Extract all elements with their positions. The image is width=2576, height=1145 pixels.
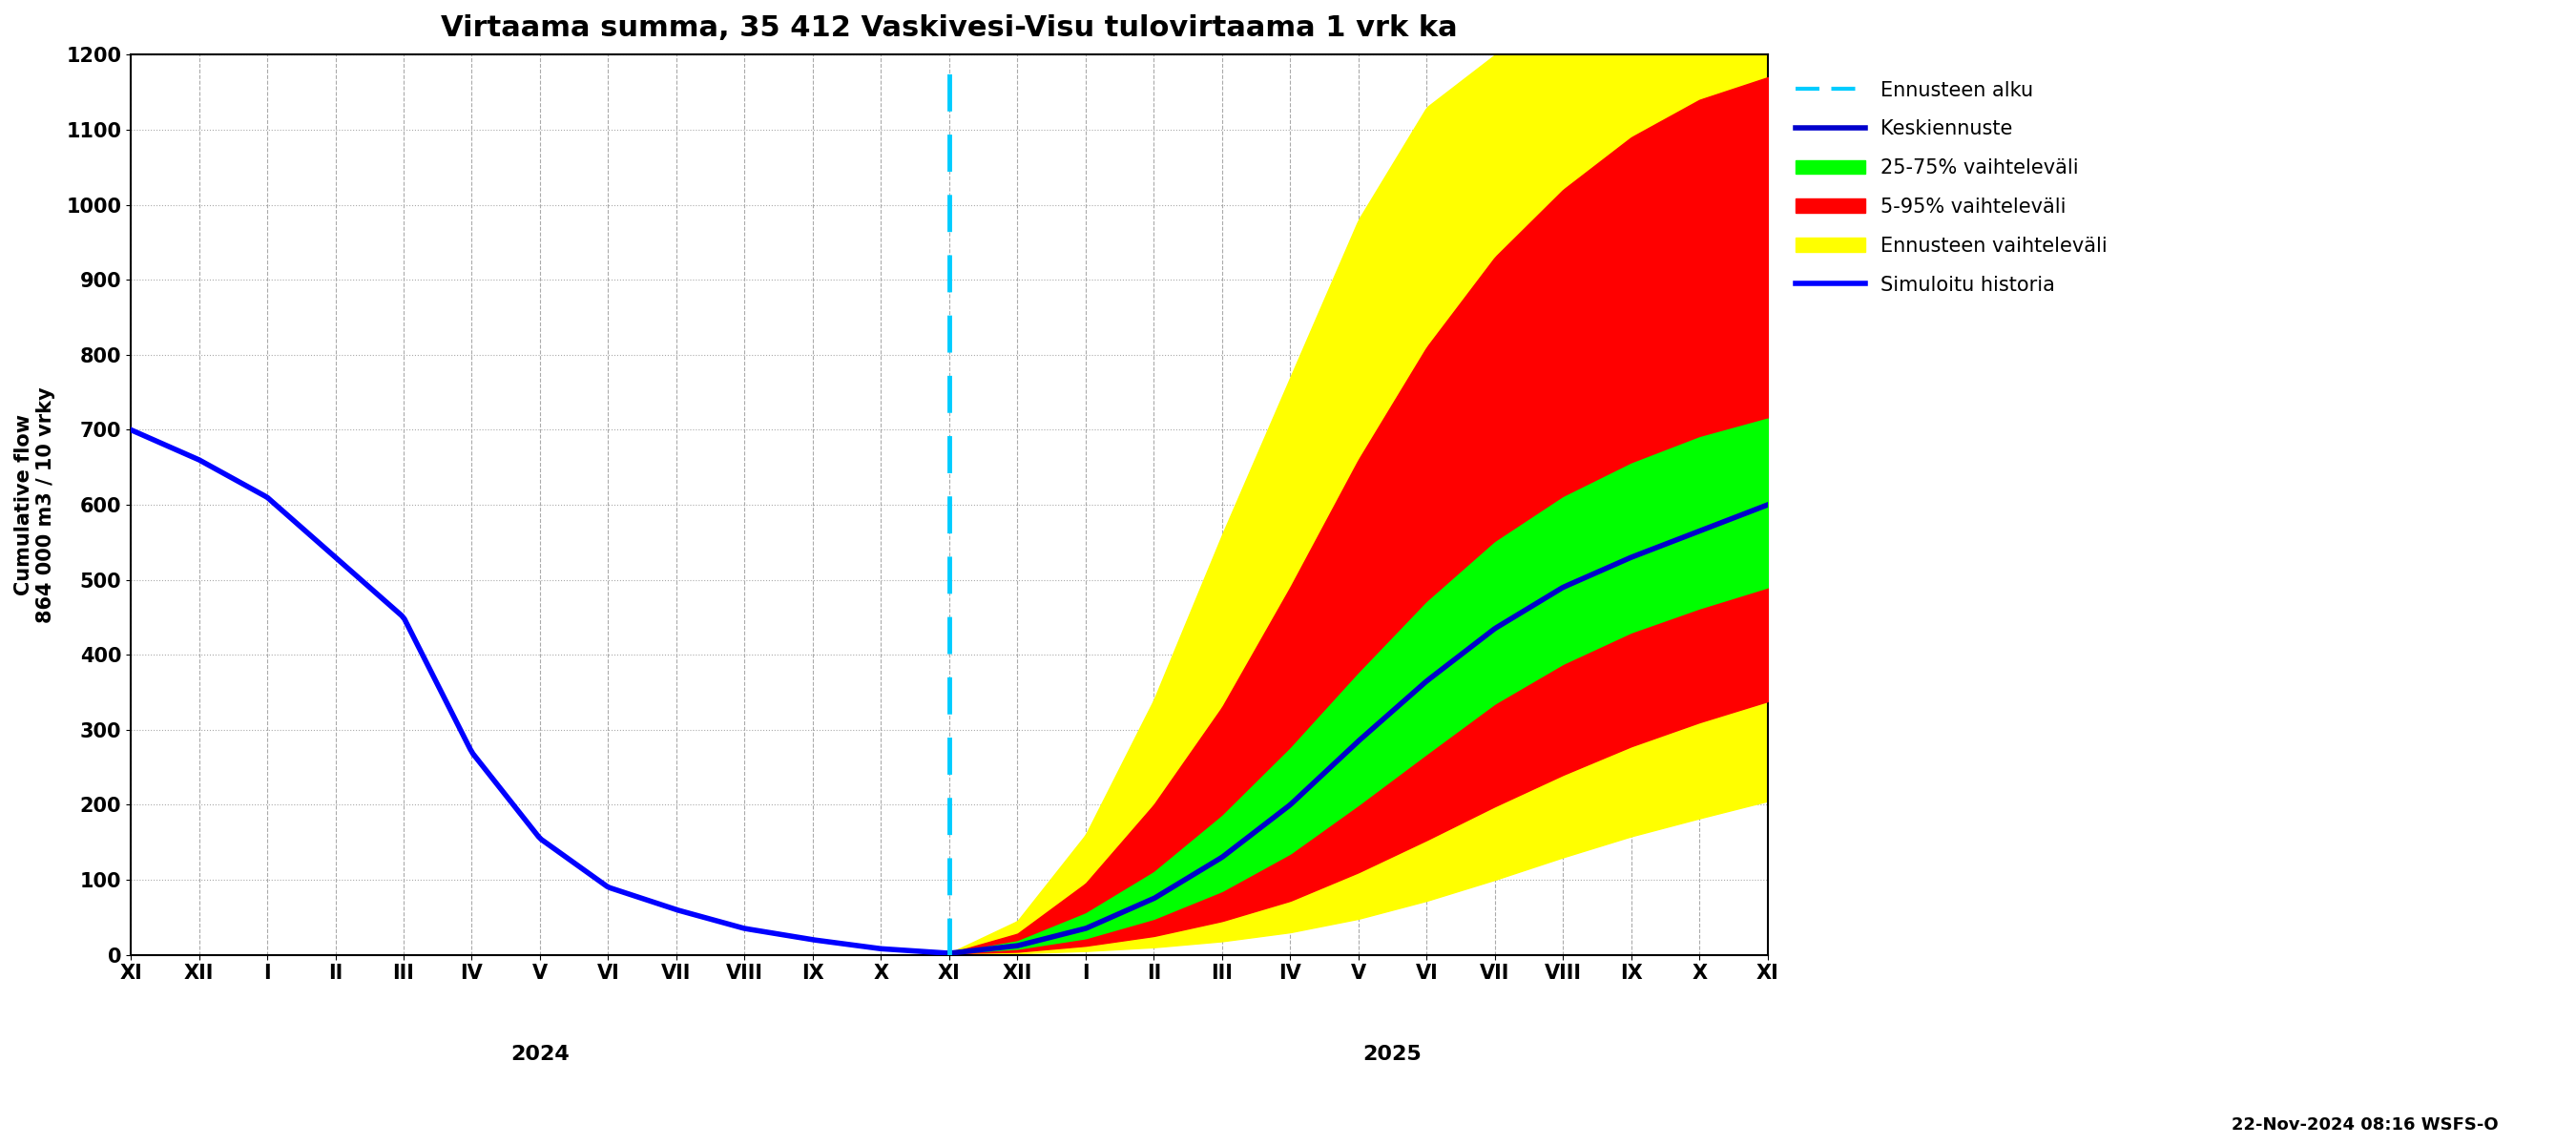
Text: 2025: 2025 bbox=[1363, 1044, 1422, 1064]
Text: 2024: 2024 bbox=[510, 1044, 569, 1064]
Y-axis label: Cumulative flow
864 000 m3 / 10 vrky: Cumulative flow 864 000 m3 / 10 vrky bbox=[15, 387, 57, 623]
Title: Virtaama summa, 35 412 Vaskivesi-Visu tulovirtaama 1 vrk ka: Virtaama summa, 35 412 Vaskivesi-Visu tu… bbox=[440, 14, 1458, 42]
Text: 22-Nov-2024 08:16 WSFS-O: 22-Nov-2024 08:16 WSFS-O bbox=[2231, 1116, 2499, 1134]
Legend: Ennusteen alku, Keskiennuste, 25-75% vaihteleväli, 5-95% vaihteleväli, Ennusteen: Ennusteen alku, Keskiennuste, 25-75% vai… bbox=[1780, 65, 2123, 310]
